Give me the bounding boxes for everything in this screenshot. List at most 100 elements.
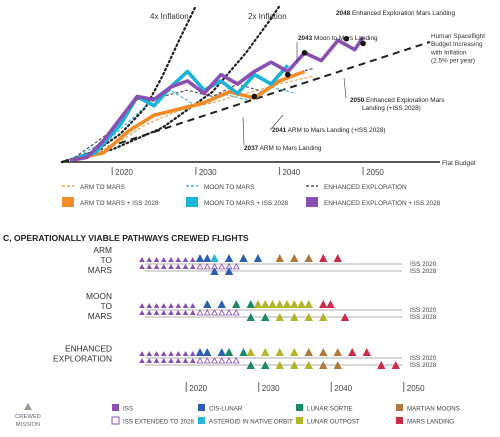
row-label-moon-to-mars-1: TO: [101, 301, 113, 311]
flight-lunar-outpost-2030: [246, 348, 255, 356]
flight-lunar-outpost-2032: [261, 348, 270, 356]
flight-iss-2022: [189, 257, 196, 262]
flight-iss-2017: [153, 257, 160, 262]
flight-martian-moons-2042: [333, 361, 342, 369]
budget-chart: 2020 2030 2040 2050 4x Inflation 2x Inflation…: [60, 4, 485, 177]
flight-lunar-outpost-2036: [290, 361, 299, 369]
legend-swatch-moon-to-mars-iss-2028: [186, 197, 198, 207]
flight-iss-2020: [175, 303, 182, 308]
annotation-2041: 2041 ARM to Mars Landing (+ISS 2028): [272, 127, 386, 134]
label-2x-inflation: 2x Inflation: [248, 12, 287, 21]
crewed-mission-icon: [24, 403, 32, 410]
flight-iss-2020: [175, 358, 182, 363]
flight-iss-extended-to-2028-2024: [203, 357, 211, 364]
timeline-tick-label-2020: 2020: [189, 384, 207, 393]
flight-iss-2019: [168, 358, 174, 363]
flight-iss-2017: [153, 264, 160, 269]
flight-iss-2021: [182, 264, 189, 269]
legend-label-lunar-outpost: LUNAR OUTPOST: [307, 419, 360, 426]
flight-iss-extended-to-2028-2024: [203, 309, 211, 316]
label-budget-growth: Human Spaceflight Budget Increasing with I…: [430, 33, 485, 65]
flight-iss-2015: [139, 358, 145, 363]
flight-iss-extended-to-2028-2028: [232, 357, 240, 364]
flight-iss-extended-to-2028-2026: [218, 263, 226, 270]
annotation-2043: 2043 Moon to Mars Landing: [298, 35, 378, 42]
flight-mars-landing-2041: [326, 300, 335, 308]
flight-lunar-outpost-2034: [275, 300, 284, 308]
flight-lunar-outpost-2038: [304, 313, 313, 321]
flight-iss-2016: [146, 264, 153, 269]
flight-iss-extended-to-2028-2023: [196, 309, 204, 316]
flight-iss-extended-to-2028-2027: [225, 357, 233, 364]
flight-lunar-outpost-2036: [290, 313, 299, 321]
legend-swatch-martian-moons: [396, 404, 403, 411]
flight-lunar-outpost-2034: [275, 313, 284, 321]
leader-2041: [269, 114, 284, 131]
timeline-tick-label-2050: 2050: [407, 384, 425, 393]
row-end-moon-to-mars-iss-2028: ISS 2028: [410, 314, 437, 321]
flight-cis-lunar-2026: [217, 348, 226, 356]
flight-martian-moons-2040: [319, 348, 328, 356]
flight-lunar-sortie-2030: [246, 300, 255, 308]
flight-cis-lunar-2024: [203, 300, 212, 308]
flight-iss-2016: [146, 303, 153, 308]
flight-iss-2015: [139, 303, 145, 308]
row-label-moon-to-mars-0: MOON: [86, 291, 112, 301]
budget-curve-2x-inflation: [60, 4, 281, 164]
legend-swatch-iss-extended-to-2028: [111, 416, 120, 425]
label-flat-budget: Flat Budget: [442, 160, 476, 167]
flight-mars-landing-2042: [333, 254, 342, 262]
flight-lunar-outpost-2034: [275, 348, 284, 356]
flight-iss-2015: [139, 310, 145, 315]
budget-chart-legend: ARM TO MARS MOON TO MARS ENHANCED EXPLORAT…: [62, 184, 441, 207]
flight-iss-extended-to-2028-2027: [225, 309, 233, 316]
flight-iss-2021: [182, 310, 189, 315]
flight-cis-lunar-2027: [224, 254, 234, 262]
row-label-enhanced-exploration-0: ENHANCED: [65, 344, 112, 354]
leader-2050: [343, 77, 347, 99]
flight-cis-lunar-2025: [210, 267, 219, 275]
pathways-legend: CREWED MISSION ISS ISS EXTENDED TO 2028 CIS-…: [15, 403, 460, 428]
budget-curve-human-spaceflight-budget-increasing-with-inflation-2-5-per-year: [61, 40, 431, 163]
series-line-moon-to-mars-iss-2028: [69, 64, 290, 163]
flight-iss-2018: [160, 358, 167, 363]
series-line-arm-to-mars-iss-2028: [69, 69, 306, 163]
flight-iss-2020: [175, 264, 182, 269]
row-label-arm-to-mars-0: ARM: [93, 245, 112, 255]
flight-lunar-sortie-2028: [232, 300, 241, 308]
flight-lunar-outpost-2031: [253, 300, 263, 308]
legend-swatch-cis-lunar: [198, 404, 205, 411]
flight-iss-2021: [182, 257, 189, 262]
flight-iss-2016: [146, 257, 153, 262]
legend-label-arm-to-mars-iss-2028: ARM TO MARS + ISS 2028: [80, 200, 159, 207]
flight-cis-lunar-2024: [203, 254, 212, 262]
flight-iss-2020: [175, 257, 182, 262]
flight-iss-2021: [182, 303, 189, 308]
landing-dot-2050: [360, 40, 366, 47]
flight-lunar-outpost-2040: [319, 313, 328, 321]
row-end-enhanced-exploration-iss-2028: ISS 2028: [410, 362, 437, 369]
flight-lunar-sortie-2030: [246, 313, 255, 321]
pathways-chart: C, OPERATIONALLY VIABLE PATHWAYS CREWED …: [3, 233, 437, 393]
flight-lunar-outpost-2038: [304, 361, 313, 369]
flight-mars-landing-2044: [348, 348, 357, 356]
annotation-2048: 2048 Enhanced Exploration Mars Landing: [336, 10, 455, 17]
row-label-arm-to-mars-2: MARS: [88, 265, 113, 275]
legend-label-cis-lunar: CIS-LUNAR: [209, 406, 243, 413]
flight-iss-2019: [168, 310, 174, 315]
annotation-2037: 2037 ARM to Mars Landing: [244, 145, 322, 152]
legend-label-iss: ISS: [123, 406, 133, 413]
flight-lunar-outpost-2032: [261, 300, 270, 308]
flight-iss-2019: [168, 257, 174, 262]
flight-cis-lunar-2027: [224, 267, 234, 275]
row-end-arm-to-mars-iss-2028: ISS 2028: [410, 268, 437, 275]
flight-iss-2019: [168, 351, 174, 356]
annotation-2050: 2050 Enhanced Exploration Mars Landing (+…: [350, 97, 445, 112]
legend-swatch-arm-to-mars-iss-2028: [62, 197, 74, 207]
flight-mars-landing-2043: [340, 313, 350, 321]
label-4x-inflation: 4x Inflation: [150, 12, 189, 21]
flight-iss-2016: [146, 358, 153, 363]
flight-iss-2019: [168, 303, 174, 308]
legend-swatch-enhanced-exploration-iss-2028: [306, 197, 318, 207]
